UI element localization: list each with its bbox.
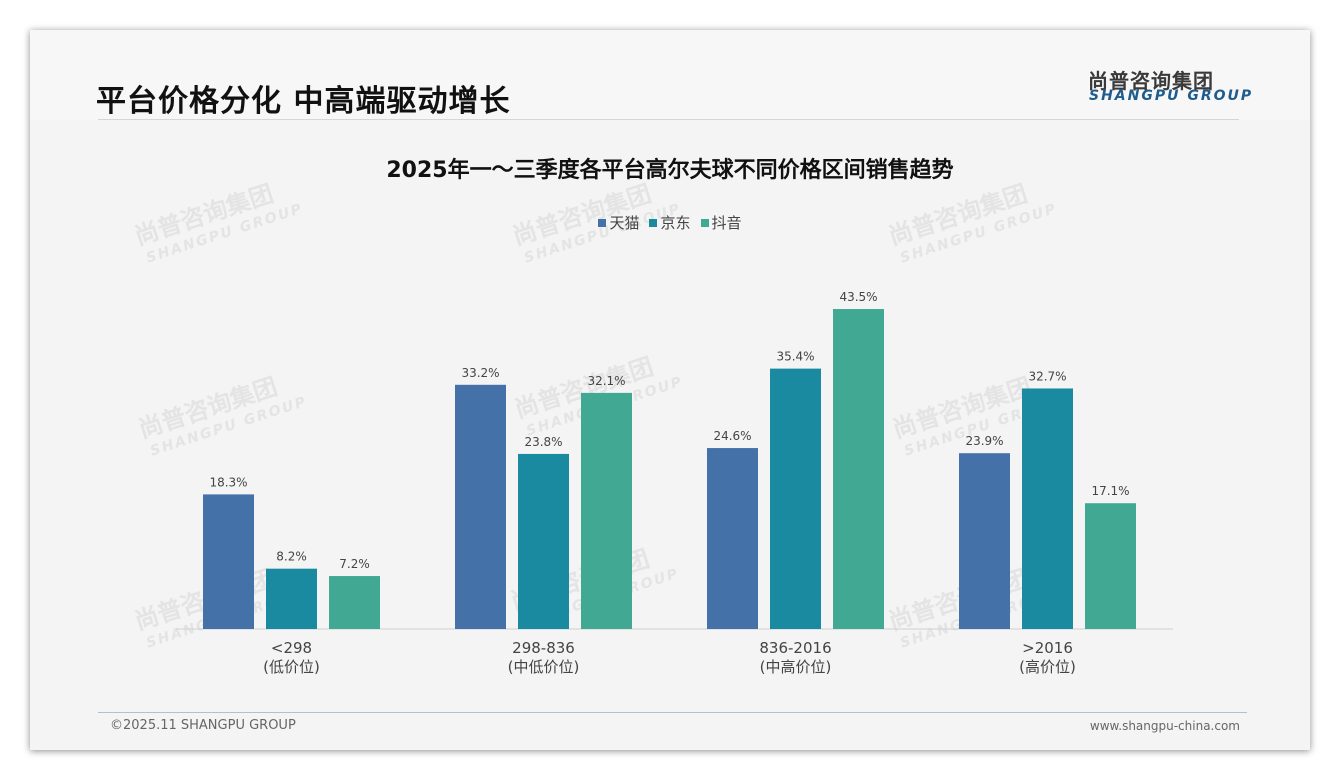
legend-item-jd: 京东 [649, 212, 691, 233]
bar-jd-298-836 [518, 453, 569, 629]
legend-swatch-douyin [700, 218, 709, 227]
bar-douyin-over-2016 [1085, 503, 1136, 629]
legend-label-douyin: 抖音 [711, 214, 742, 232]
bar-douyin-836-2016 [833, 309, 884, 629]
footer-copyright: ©2025.11 SHANGPU GROUP [110, 718, 296, 733]
bar-douyin-298-836 [581, 392, 632, 629]
data-label-douyin-298-836: 32.1% [587, 374, 625, 388]
company-logo-english: SHANGPU GROUP [1089, 88, 1254, 104]
company-logo-chinese: 尚普咨询集团 [1088, 69, 1214, 93]
legend-label-jd: 京东 [660, 214, 691, 232]
category-label-over-2016: >2016 [1022, 639, 1073, 657]
category-sublabel-under-298: (低价位) [263, 658, 320, 676]
data-label-douyin-836-2016: 43.5% [839, 290, 877, 304]
chart-legend: 天猫 京东 抖音 [30, 212, 1310, 233]
chart-title: 2025年一～三季度各平台高尔夫球不同价格区间销售趋势 [386, 158, 954, 183]
category-sublabel-298-836: (中低价位) [508, 658, 580, 676]
data-label-douyin-over-2016: 17.1% [1091, 484, 1129, 498]
bar-jd-under-298 [266, 568, 317, 629]
bar-douyin-under-298 [329, 576, 380, 629]
footer-website: www.shangpu-china.com [1089, 719, 1240, 733]
legend-label-tmall: 天猫 [609, 214, 640, 232]
legend-item-tmall: 天猫 [598, 212, 639, 233]
category-label-836-2016: 836-2016 [759, 639, 831, 657]
bar-jd-836-2016 [770, 368, 821, 629]
category-sublabel-836-2016: (中高价位) [760, 658, 832, 676]
bar-tmall-over-2016 [959, 453, 1010, 629]
data-label-jd-298-836: 23.8% [524, 435, 562, 449]
header-divider [98, 119, 1239, 120]
category-sublabel-over-2016: (高价位) [1019, 658, 1076, 676]
legend-item-douyin: 抖音 [700, 212, 742, 233]
data-label-jd-836-2016: 35.4% [776, 350, 814, 364]
bar-tmall-298-836 [455, 384, 506, 629]
category-label-under-298: <298 [271, 639, 312, 657]
bar-tmall-under-298 [203, 494, 254, 629]
slide-header-band [30, 30, 1310, 120]
bar-jd-over-2016 [1022, 388, 1073, 629]
legend-swatch-tmall [598, 218, 607, 227]
data-label-tmall-836-2016: 24.6% [713, 429, 751, 443]
footer-divider [98, 712, 1247, 713]
slide: 尚普咨询集团 SHANGPU GROUP 尚普咨询集团 SHANGPU GROUP 尚普… [30, 30, 1310, 750]
data-label-tmall-under-298: 18.3% [209, 475, 247, 489]
data-label-jd-under-298: 8.2% [276, 550, 307, 564]
category-label-298-836: 298-836 [512, 639, 575, 657]
data-label-tmall-298-836: 33.2% [461, 366, 499, 380]
data-label-jd-over-2016: 32.7% [1028, 369, 1066, 383]
data-label-douyin-under-298: 7.2% [339, 557, 370, 571]
bar-tmall-836-2016 [707, 448, 758, 629]
legend-swatch-jd [649, 218, 658, 227]
page-title: 平台价格分化 中高端驱动增长 [96, 84, 511, 119]
data-label-tmall-over-2016: 23.9% [965, 434, 1003, 448]
